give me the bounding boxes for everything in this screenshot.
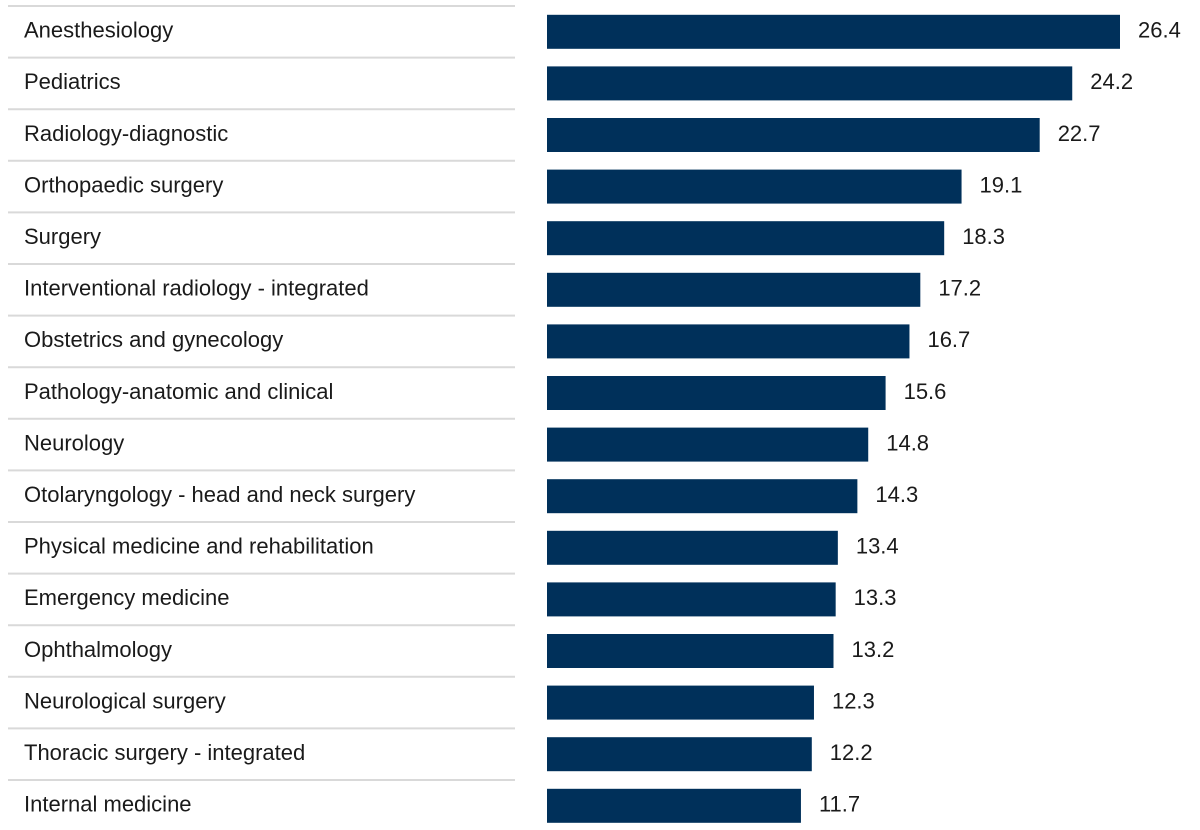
- value-label: 16.7: [927, 327, 970, 352]
- bar: [547, 272, 921, 307]
- bar: [547, 737, 812, 772]
- category-labels: Anesthesiology Pediatrics Radiology-diagno…: [24, 18, 415, 817]
- bar: [547, 530, 838, 565]
- category-label: Pathology-anatomic and clinical: [24, 379, 333, 404]
- bar: [547, 685, 814, 720]
- bar: [547, 14, 1120, 49]
- value-label: 12.3: [832, 688, 875, 713]
- bar: [547, 324, 910, 359]
- bars: [547, 14, 1120, 823]
- category-label: Neurology: [24, 430, 124, 455]
- value-label: 19.1: [980, 172, 1023, 197]
- category-label: Otolaryngology - head and neck surgery: [24, 482, 415, 507]
- category-label: Emergency medicine: [24, 585, 229, 610]
- bar: [547, 582, 836, 617]
- category-label: Neurological surgery: [24, 688, 226, 713]
- category-label: Interventional radiology - integrated: [24, 276, 369, 301]
- category-label: Radiology-diagnostic: [24, 121, 228, 146]
- category-label: Ophthalmology: [24, 637, 172, 662]
- bar: [547, 479, 858, 514]
- value-label: 17.2: [938, 276, 981, 301]
- value-label: 11.7: [819, 792, 860, 817]
- value-label: 14.8: [886, 430, 929, 455]
- bar: [547, 221, 945, 256]
- category-label: Obstetrics and gynecology: [24, 327, 283, 352]
- value-label: 13.3: [854, 585, 897, 610]
- value-label: 12.2: [830, 740, 873, 765]
- value-label: 18.3: [962, 224, 1005, 249]
- category-label: Thoracic surgery - integrated: [24, 740, 305, 765]
- value-label: 22.7: [1058, 121, 1101, 146]
- category-label: Anesthesiology: [24, 18, 173, 43]
- value-label: 13.2: [852, 637, 895, 662]
- value-label: 24.2: [1090, 69, 1133, 94]
- value-label: 15.6: [904, 379, 947, 404]
- bar: [547, 376, 886, 410]
- category-label: Physical medicine and rehabilitation: [24, 534, 374, 559]
- bar: [547, 118, 1040, 152]
- category-label: Surgery: [24, 224, 101, 249]
- value-label: 14.3: [875, 482, 918, 507]
- bar: [547, 788, 801, 823]
- category-label: Internal medicine: [24, 792, 192, 817]
- row-separators: [8, 5, 515, 781]
- value-labels: 26.4 24.2 22.7 19.1 18.3 17.2 16.7 15.6 14.8 14.3…: [819, 18, 1181, 817]
- bar: [547, 66, 1073, 101]
- bar: [547, 634, 834, 668]
- category-label: Pediatrics: [24, 69, 121, 94]
- category-label: Orthopaedic surgery: [24, 172, 223, 197]
- value-label: 26.4: [1138, 18, 1181, 43]
- bar: [547, 169, 962, 204]
- bar: [547, 427, 869, 462]
- value-label: 13.4: [856, 534, 899, 559]
